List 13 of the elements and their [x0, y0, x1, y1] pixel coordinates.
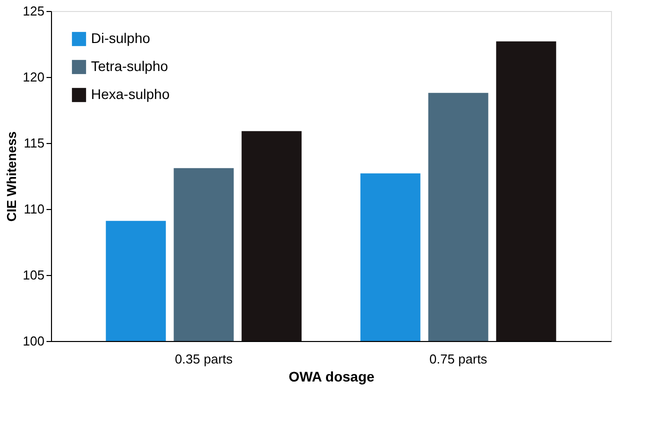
- x-axis-title: OWA dosage: [288, 368, 375, 384]
- y-tick-label: 125: [22, 4, 44, 18]
- legend-label: Tetra-sulpho: [91, 58, 168, 74]
- x-tick-label: 0.35 parts: [174, 352, 234, 366]
- y-tick-label: 120: [22, 70, 44, 84]
- legend-label: Hexa-sulpho: [91, 86, 170, 102]
- y-tick-label: 115: [24, 136, 44, 150]
- x-tick-label: 0.75 parts: [429, 352, 488, 366]
- y-tick-label: 110: [24, 202, 44, 216]
- y-tick-label: 100: [22, 334, 44, 348]
- y-tick-label: 105: [22, 268, 44, 282]
- y-axis-title: CIE Whiteness: [4, 131, 19, 222]
- legend-label: Di-sulpho: [91, 30, 150, 46]
